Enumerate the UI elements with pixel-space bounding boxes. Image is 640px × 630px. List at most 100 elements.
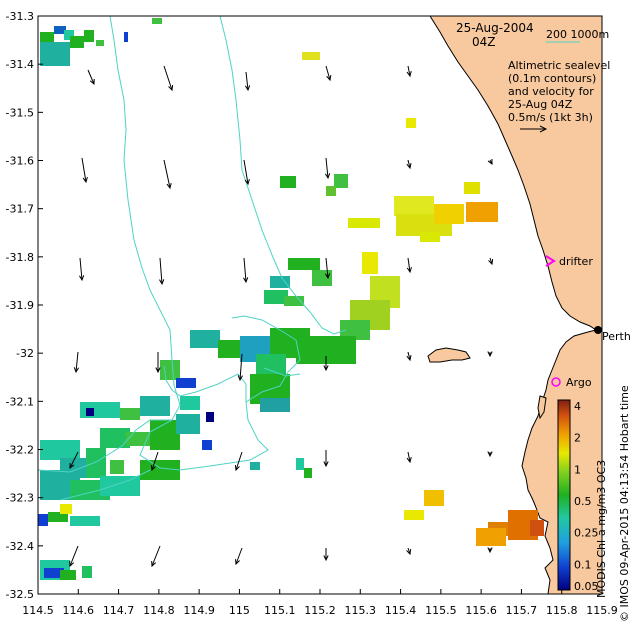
chlorophyll-pixel-patch <box>476 528 506 546</box>
chlorophyll-pixel-patch <box>340 320 370 340</box>
chlorophyll-pixel-patch <box>70 516 100 526</box>
velocity-arrow-icon <box>487 351 493 358</box>
chlorophyll-pixel-patch <box>48 512 68 522</box>
y-tick-label: -31.9 <box>6 299 34 312</box>
colorbar-tick-label: 4 <box>574 400 581 413</box>
scale-bar-label: 200 1000m <box>546 28 609 41</box>
velocity-arrow-icon <box>323 450 329 468</box>
chlorophyll-pixel-patch <box>40 32 54 42</box>
y-tick-label: -32 <box>16 347 34 360</box>
velocity-arrow-icon <box>155 352 161 374</box>
chlorophyll-pixel-patch <box>348 218 380 228</box>
y-axis-ticks: -31.3 -31.4 -31.5 -31.6 -31.7 -31.8 -31.9 -32 -3… <box>6 10 43 601</box>
chlorophyll-pixel-patch <box>70 36 84 48</box>
velocity-arrow-icon <box>81 157 88 184</box>
perth-label: Perth <box>602 330 631 343</box>
y-tick-label: -31.8 <box>6 251 34 264</box>
chlorophyll-pixel-patch <box>84 30 94 42</box>
chlorophyll-pixel-patch <box>40 42 70 66</box>
colorbar-tick-label: 0.25 <box>574 527 599 540</box>
velocity-arrow-icon <box>234 451 243 472</box>
chlorophyll-pixel-patch <box>362 252 378 274</box>
velocity-arrow-icon <box>244 71 251 92</box>
x-tick-label: 114.7 <box>103 604 135 617</box>
y-tick-label: -32.1 <box>6 395 34 408</box>
chlorophyll-pixel-patch <box>40 440 80 460</box>
x-tick-label: 115.6 <box>465 604 497 617</box>
chlorophyll-pixel-patch <box>100 476 140 496</box>
y-tick-label: -31.6 <box>6 155 34 168</box>
chlorophyll-pixel-patch <box>152 18 162 24</box>
velocity-arrow-icon <box>163 159 172 190</box>
perth-marker: Perth <box>594 326 631 343</box>
drifter-label: drifter <box>559 255 593 268</box>
chlorophyll-pixel-patch <box>100 428 130 448</box>
reference-arrow-head <box>539 125 548 133</box>
x-tick-label: 115.7 <box>506 604 538 617</box>
chlorophyll-pixel-patch <box>176 414 200 434</box>
velocity-arrow-icon <box>159 257 165 286</box>
velocity-arrow-icon <box>235 547 243 566</box>
argo-label: Argo <box>566 376 592 389</box>
chlorophyll-pixel-patch <box>334 174 348 188</box>
chlorophyll-pixel-patch <box>326 186 336 196</box>
y-tick-label: -32.3 <box>6 492 34 505</box>
y-tick-label: -32.4 <box>6 540 34 553</box>
colorbar-tick-label: 1 <box>574 463 581 476</box>
argo-marker: Argo <box>551 376 592 389</box>
colorbar-gradient <box>557 399 571 591</box>
velocity-arrow-icon <box>69 545 79 568</box>
chlorophyll-pixel-patch <box>96 40 104 46</box>
y-tick-label: -31.3 <box>6 10 34 23</box>
chlorophyll-pixel-patch <box>160 360 180 380</box>
velocity-arrow-icon <box>87 69 95 86</box>
velocity-note: Altimetric sealevel (0.1m contours) and … <box>508 59 610 133</box>
chlorophyll-pixel-patch <box>150 420 180 450</box>
chlorophyll-pixel-patch <box>270 276 290 288</box>
rottnest-island <box>427 347 471 363</box>
velocity-arrow-icon <box>73 351 80 374</box>
chlorophyll-pixel-patch <box>140 396 170 416</box>
velocity-arrow-icon <box>406 451 412 464</box>
chlorophyll-pixel-patch <box>38 514 48 526</box>
y-tick-label: -32.5 <box>6 588 34 601</box>
velocity-note-line-3: and velocity for <box>508 85 594 98</box>
velocity-arrow-icon <box>487 158 493 166</box>
velocity-arrow-icon <box>325 65 332 82</box>
chlorophyll-pixel-patch <box>44 568 64 578</box>
velocity-arrow-icon <box>151 545 161 568</box>
velocity-arrow-icon <box>487 547 493 554</box>
velocity-arrow-icon <box>323 548 329 562</box>
chlorophyll-pixel-patch <box>64 30 74 40</box>
chlorophyll-pixel-patch <box>202 440 212 450</box>
y-tick-label: -31.4 <box>6 58 34 71</box>
chlorophyll-pixel-patch <box>190 330 220 348</box>
velocity-arrow-icon <box>406 547 412 556</box>
velocity-arrow-icon <box>406 159 412 170</box>
x-tick-label: 114.9 <box>183 604 215 617</box>
chlorophyll-pixel-patch <box>312 270 332 286</box>
chlorophyll-pixel-patch <box>302 52 320 60</box>
chlorophyll-pixel-patch <box>86 448 106 478</box>
time-label: 04Z <box>472 35 496 49</box>
chlorophyll-pixel-patch <box>140 460 180 480</box>
x-tick-label: 115.8 <box>546 604 578 617</box>
velocity-note-line-1: Altimetric sealevel <box>508 59 610 72</box>
credit-label: © IMOS 09-Apr-2015 04:13:54 Hobart time <box>618 385 631 622</box>
chlorophyll-pixel-patch <box>424 490 444 506</box>
chlorophyll-pixel-patch <box>260 398 290 412</box>
chlorophyll-pixel-patch <box>264 290 288 304</box>
colorbar-tick-label: 0.05 <box>574 580 599 593</box>
date-label: 25-Aug-2004 <box>456 21 534 35</box>
chlorophyll-pixel-patch <box>180 396 200 410</box>
chlorophyll-pixel-patch <box>280 176 296 188</box>
x-axis-ticks: 114.5 114.6 114.7 114.8 114.9 115 115.1 115.2 11… <box>22 589 618 617</box>
chlorophyll-pixel-patch <box>530 520 544 536</box>
chlorophyll-pixel-patch <box>420 232 440 242</box>
velocity-arrows <box>69 65 494 568</box>
chlorophyll-pixel-patch <box>54 26 66 34</box>
velocity-arrow-icon <box>323 356 329 372</box>
velocity-arrow-icon <box>237 353 243 382</box>
velocity-note-line-2: (0.1m contours) <box>508 72 596 85</box>
chlorophyll-pixel-patch <box>288 258 320 270</box>
